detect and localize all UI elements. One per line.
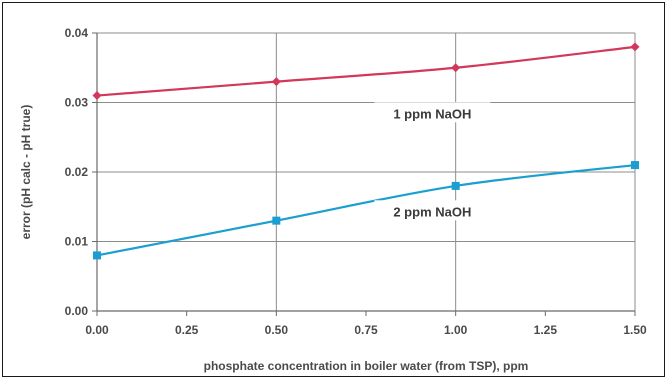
x-tick-label: 0.75: [354, 323, 378, 337]
series-line-2: [96, 163, 636, 257]
data-point: [451, 181, 460, 190]
y-tick-label: 0.03: [65, 96, 89, 110]
x-axis-title: phosphate concentration in boiler water …: [204, 359, 529, 373]
series-group: 1 ppm NaOH 2 ppm NaOH: [92, 42, 640, 260]
x-tick-label: 1.25: [534, 323, 558, 337]
x-tick-label: 1.50: [623, 323, 647, 337]
y-axis-title: error (pH calc - pH true): [19, 105, 33, 240]
x-tick-label: 1.00: [444, 323, 468, 337]
data-point: [271, 77, 281, 87]
y-tick-label: 0.01: [65, 235, 89, 249]
y-tick-label: 0.00: [65, 304, 89, 318]
series-label-2: 2 ppm NaOH: [393, 204, 471, 219]
data-point: [451, 63, 461, 73]
data-point: [272, 216, 281, 225]
y-tick-label: 0.04: [65, 26, 89, 40]
data-point: [631, 161, 639, 170]
x-tick-labels: 0.00 0.25 0.50 0.75 1.00 1.25 1.50: [85, 323, 647, 337]
data-point: [92, 91, 102, 101]
x-tick-label: 0.50: [265, 323, 289, 337]
x-tick-label: 0.00: [85, 323, 109, 337]
y-tick-label: 0.02: [65, 165, 89, 179]
y-tick-labels: 0.00 0.01 0.02 0.03 0.04: [65, 26, 89, 318]
series-label-1: 1 ppm NaOH: [393, 106, 471, 121]
data-point: [630, 42, 640, 52]
series-label-background: [374, 200, 491, 221]
data-point: [93, 251, 101, 260]
x-tick-label: 0.25: [175, 323, 199, 337]
axes: [92, 32, 636, 316]
series-line-1: [96, 45, 636, 97]
series-label-background: [374, 102, 491, 123]
